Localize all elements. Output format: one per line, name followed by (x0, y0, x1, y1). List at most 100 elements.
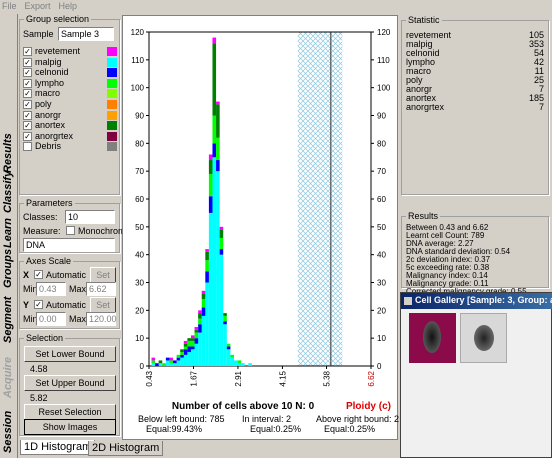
menu-item[interactable]: Export (24, 1, 51, 11)
measure-select[interactable]: DNA (23, 238, 115, 252)
x-tick-label: 0.43 (145, 370, 154, 386)
histogram-bar (233, 360, 238, 366)
y2-tick-label: 50 (377, 223, 386, 232)
histogram-bar (223, 313, 227, 316)
stat-value: 7 (538, 102, 544, 112)
y-tick-label: 30 (135, 279, 144, 288)
y-max-input[interactable]: 120.00 (86, 312, 117, 326)
histogram-tab[interactable]: 1D Histogram (20, 440, 96, 455)
histogram-bar (180, 357, 184, 366)
stat-value: 353 (528, 39, 544, 49)
histogram-bar (183, 349, 188, 355)
side-tab[interactable]: Learn (2, 218, 14, 248)
group-checkbox[interactable]: ✓ (23, 89, 32, 99)
x-set-button[interactable]: Set (90, 267, 116, 283)
group-name: macro (35, 88, 61, 99)
histogram-bar (205, 251, 209, 261)
group-selection: Group selection Sample Sample 3 ✓ revetem… (19, 14, 120, 195)
histogram-bar (212, 37, 217, 44)
histogram-bar (158, 363, 163, 366)
classes-select[interactable]: 10 (65, 210, 115, 224)
histogram-bar (216, 160, 220, 172)
x-min-input[interactable]: 0.43 (36, 282, 66, 296)
side-tab[interactable]: Classify (2, 170, 14, 213)
y-tick-label: 120 (131, 28, 145, 37)
group-name: malpig (35, 56, 62, 67)
group-title: Group selection (24, 14, 92, 24)
histogram-bar (183, 346, 188, 350)
chart: Number of cells above 10 N: 0 Ploidy (c)… (131, 28, 391, 412)
group-name: celnonid (35, 67, 69, 78)
side-tab[interactable]: Results (2, 133, 14, 173)
interval-equal: Equal:0.25% (324, 424, 376, 434)
stat-value: 42 (533, 57, 544, 67)
histogram-bar (187, 352, 191, 366)
histogram-bar (205, 271, 209, 283)
histogram-bar (223, 324, 227, 366)
result-line: Learnt cell Count: 789 (406, 231, 485, 240)
menu-item[interactable]: Help (58, 1, 78, 11)
side-tab[interactable]: Groups (2, 248, 14, 288)
group-color (107, 78, 117, 88)
y-tick-label: 80 (135, 139, 144, 148)
group-color (107, 131, 117, 141)
histogram-bar (169, 357, 174, 361)
side-tab[interactable]: Session (2, 410, 14, 453)
histogram-bar (190, 349, 195, 366)
histogram-bar (248, 363, 252, 366)
histogram-bar (208, 154, 213, 161)
x-tick-label: 4.15 (278, 370, 287, 386)
y-set-button[interactable]: Set (90, 297, 116, 313)
group-color (107, 68, 117, 78)
monochrome-checkbox[interactable] (66, 226, 75, 235)
show-images-button[interactable]: Show Images (24, 419, 116, 435)
histogram-bar (173, 360, 177, 364)
x-auto-checkbox[interactable]: ✓ (34, 270, 43, 279)
lower-bound: 4.58 (30, 364, 48, 374)
group-name: Debris (35, 141, 62, 152)
histogram-bar (183, 354, 188, 366)
sample-select[interactable]: Sample 3 (58, 27, 114, 41)
histogram-bar (176, 360, 181, 366)
group-checkbox[interactable]: ✓ (23, 68, 32, 78)
cell-image[interactable] (409, 313, 456, 363)
group-checkbox[interactable]: ✓ (23, 57, 32, 67)
group-checkbox[interactable]: ✓ (23, 110, 32, 120)
x-tick-label: 5.38 (323, 370, 332, 386)
group-name: anortex (35, 120, 66, 131)
histogram-bar (190, 338, 195, 341)
set-upper-button[interactable]: Set Upper Bound (24, 375, 116, 391)
histogram-bar (201, 293, 206, 300)
reset-button[interactable]: Reset Selection (24, 404, 116, 420)
x-max-input[interactable]: 6.62 (86, 282, 116, 296)
group-checkbox[interactable]: ✓ (23, 47, 32, 56)
group-checkbox[interactable] (23, 142, 32, 152)
selection-region (297, 32, 343, 366)
histogram-bar (198, 318, 202, 325)
histogram-bar (208, 173, 213, 197)
cell-image[interactable] (460, 313, 507, 363)
axes-title: Axes Scale (24, 256, 74, 266)
histogram-bar (194, 332, 199, 339)
set-lower-button[interactable]: Set Lower Bound (24, 346, 116, 362)
histogram-bar (241, 363, 245, 366)
y-min-input[interactable]: 0.00 (36, 312, 66, 326)
histogram-bar (187, 338, 191, 341)
group-checkbox[interactable]: ✓ (23, 100, 32, 109)
histogram-tab[interactable]: 2D Histogram (88, 441, 164, 456)
side-tab[interactable]: Segment (2, 296, 14, 343)
result-line: DNA average: 2.27 (406, 239, 474, 248)
stat-name: celnonid (406, 48, 440, 58)
stat-name: poly (406, 75, 423, 85)
side-tab[interactable]: Acquire (2, 357, 14, 398)
y2-tick-label: 60 (377, 195, 386, 204)
result-line: Malignancy index: 0.14 (406, 271, 488, 280)
histogram-bar (176, 354, 181, 358)
group-checkbox[interactable]: ✓ (23, 131, 32, 141)
group-checkbox[interactable]: ✓ (23, 121, 32, 131)
y-auto-checkbox[interactable]: ✓ (34, 300, 43, 309)
group-checkbox[interactable]: ✓ (23, 78, 32, 88)
statistic-title: Statistic (406, 15, 442, 25)
histogram-bar (212, 43, 217, 116)
menu-item[interactable]: File (2, 1, 17, 11)
